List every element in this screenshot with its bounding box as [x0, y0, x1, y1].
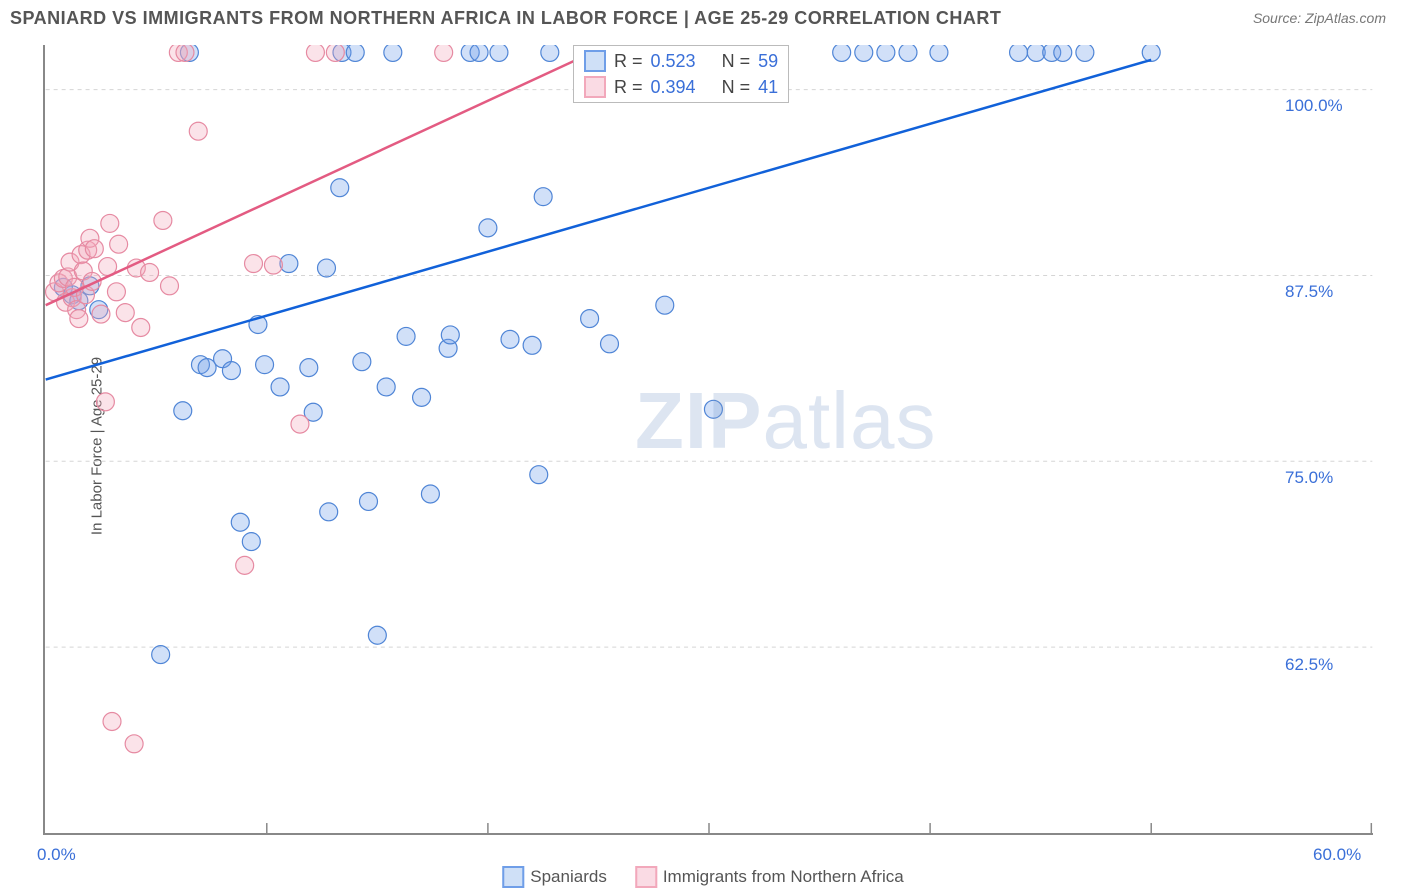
corr-n-value: 41	[758, 77, 778, 98]
watermark: ZIPatlas	[635, 375, 936, 467]
y-tick-label: 62.5%	[1285, 655, 1333, 675]
correlation-box: R = 0.523 N = 59 R = 0.394 N = 41	[573, 45, 789, 103]
corr-n-label: N =	[722, 51, 751, 72]
legend-label: Spaniards	[530, 867, 607, 887]
watermark-bold: ZIP	[635, 376, 762, 465]
legend-swatch	[635, 866, 657, 888]
source-attribution: Source: ZipAtlas.com	[1253, 10, 1386, 26]
corr-swatch	[584, 50, 606, 72]
legend-item: Spaniards	[502, 866, 607, 888]
legend-label: Immigrants from Northern Africa	[663, 867, 904, 887]
legend-item: Immigrants from Northern Africa	[635, 866, 904, 888]
y-tick-label: 75.0%	[1285, 468, 1333, 488]
correlation-row: R = 0.523 N = 59	[574, 48, 788, 74]
chart-container: SPANIARD VS IMMIGRANTS FROM NORTHERN AFR…	[0, 0, 1406, 892]
corr-r-label: R =	[614, 51, 643, 72]
y-tick-label: 87.5%	[1285, 282, 1333, 302]
legend-bottom: Spaniards Immigrants from Northern Africa	[502, 866, 903, 888]
plot-area: ZIPatlas R = 0.523 N = 59 R = 0.394 N = 41	[43, 45, 1373, 835]
title-bar: SPANIARD VS IMMIGRANTS FROM NORTHERN AFR…	[10, 8, 1396, 38]
corr-swatch	[584, 76, 606, 98]
x-tick-label: 0.0%	[37, 845, 76, 865]
y-tick-label: 100.0%	[1285, 96, 1343, 116]
corr-r-value: 0.523	[651, 51, 696, 72]
corr-r-value: 0.394	[651, 77, 696, 98]
x-tick-label: 60.0%	[1313, 845, 1361, 865]
chart-title: SPANIARD VS IMMIGRANTS FROM NORTHERN AFR…	[10, 8, 1396, 29]
correlation-row: R = 0.394 N = 41	[574, 74, 788, 100]
legend-swatch	[502, 866, 524, 888]
watermark-light: atlas	[762, 376, 936, 465]
corr-n-label: N =	[722, 77, 751, 98]
corr-r-label: R =	[614, 77, 643, 98]
corr-n-value: 59	[758, 51, 778, 72]
